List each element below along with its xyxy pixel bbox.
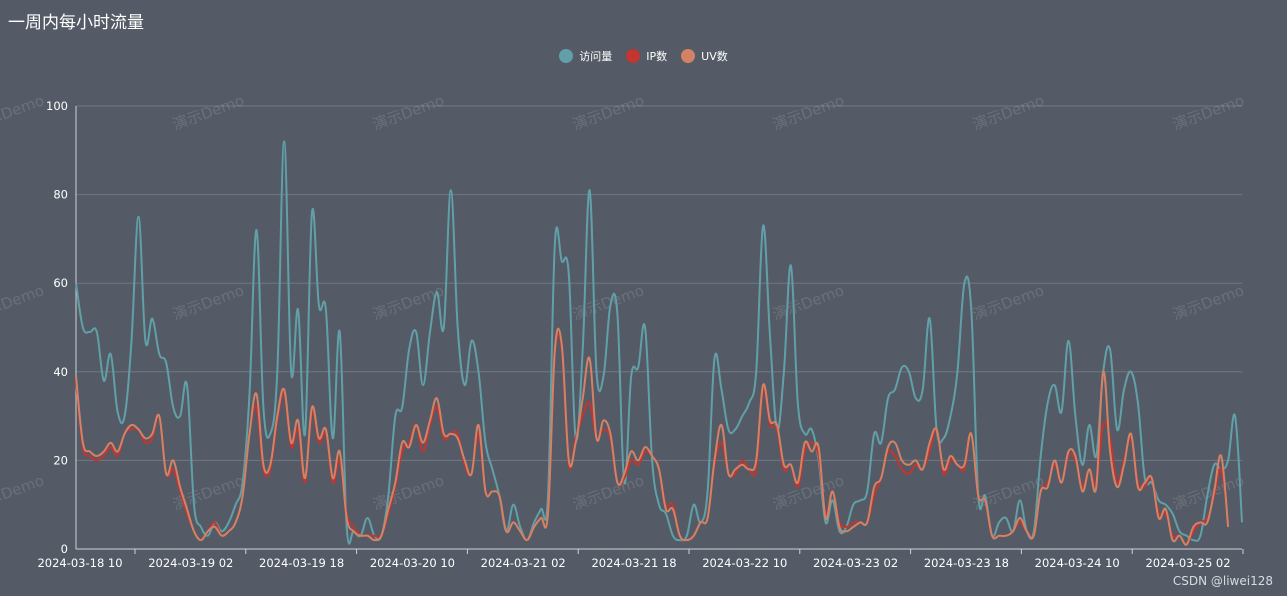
legend-marker-uv xyxy=(681,49,696,63)
series-line-uv xyxy=(75,327,1230,546)
y-tick-label: 40 xyxy=(53,365,68,379)
watermark-text: 演示Demo xyxy=(0,281,46,323)
watermark-text: 演示Demo xyxy=(770,91,846,133)
x-tick-label: 2024-03-24 10 xyxy=(1035,556,1120,570)
y-axis: 0 20 40 60 80 100 xyxy=(46,99,77,556)
legend-marker-ip xyxy=(626,49,641,63)
series-lines xyxy=(75,140,1243,546)
credit-text: CSDN @liwei128 xyxy=(1172,574,1273,588)
legend-item-visits[interactable]: 访问量 xyxy=(559,48,612,64)
grid-lines xyxy=(76,105,1242,550)
chart-title: 一周内每小时流量 xyxy=(8,13,144,33)
x-tick-label: 2024-03-20 10 xyxy=(370,556,455,570)
x-tick-label: 2024-03-21 02 xyxy=(481,556,566,570)
legend-item-uv[interactable]: UV数 xyxy=(681,48,728,64)
y-tick-label: 100 xyxy=(46,99,68,113)
watermark-text: 演示Demo xyxy=(770,281,846,323)
legend-label-visits: 访问量 xyxy=(579,50,613,63)
x-tick-label: 2024-03-21 18 xyxy=(591,556,676,570)
x-tick-label: 2024-03-23 02 xyxy=(813,556,898,570)
watermark-text: 演示Demo xyxy=(0,91,46,133)
x-tick-label: 2024-03-25 02 xyxy=(1145,556,1230,570)
legend-label-uv: UV数 xyxy=(701,50,728,63)
x-tick-label: 2024-03-18 10 xyxy=(37,556,122,570)
watermark-text: 演示Demo xyxy=(370,91,446,133)
legend-marker-visits xyxy=(559,49,574,63)
watermark-text: 演示Demo xyxy=(970,91,1046,133)
x-tick-label: 2024-03-19 18 xyxy=(259,556,344,570)
x-tick-label: 2024-03-19 02 xyxy=(148,556,233,570)
x-tick-label: 2024-03-22 10 xyxy=(702,556,787,570)
x-axis: 2024-03-18 10 2024-03-19 02 2024-03-19 18 2… xyxy=(37,549,1244,570)
watermark-text: 演示Demo xyxy=(370,471,446,513)
watermark-text: 演示Demo xyxy=(0,471,46,513)
series-line-visits xyxy=(75,140,1243,545)
legend-item-ip[interactable]: IP数 xyxy=(626,48,667,64)
y-tick-label: 20 xyxy=(53,453,68,467)
watermark-text: 演示Demo xyxy=(970,281,1046,323)
y-tick-label: 0 xyxy=(61,542,68,556)
x-tick-label: 2024-03-23 18 xyxy=(924,556,1009,570)
chart-legend: 访问量 IP数 UV数 xyxy=(0,48,1287,64)
legend-label-ip: IP数 xyxy=(646,50,668,63)
watermark-text: 演示Demo xyxy=(170,281,246,323)
y-tick-label: 60 xyxy=(53,276,68,290)
y-tick-label: 80 xyxy=(53,188,68,202)
watermark-text: 演示Demo xyxy=(570,471,646,513)
watermark-text: 演示Demo xyxy=(170,91,246,133)
watermark-text: 演示Demo xyxy=(570,91,646,133)
watermark-text: 演示Demo xyxy=(1170,91,1246,133)
watermark-text: 演示Demo xyxy=(1170,281,1246,323)
